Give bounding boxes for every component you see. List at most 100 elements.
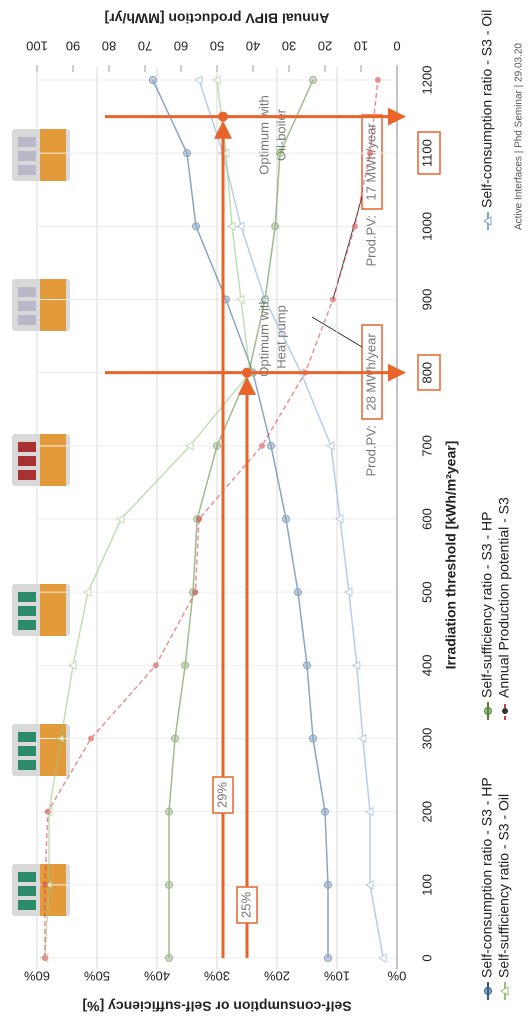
annotation: 17 MWh/year: [363, 123, 378, 201]
building-image: [18, 872, 36, 882]
series: [148, 76, 332, 962]
data-point: [165, 880, 173, 889]
data-point: [226, 221, 236, 232]
x-tick-label: 200: [419, 801, 434, 823]
y-tick-label: 10%: [324, 969, 350, 984]
optimum-label: 25%: [238, 892, 253, 918]
annotation: Prod.PV:: [363, 215, 378, 267]
tick-highlight: [417, 131, 441, 175]
building-image: [18, 151, 36, 161]
data-point: [43, 879, 53, 890]
building-image: [40, 279, 66, 331]
data-point: [351, 223, 358, 230]
x-tick-label: 100: [419, 874, 434, 896]
building-image: [18, 137, 36, 147]
annotation: Heat pump: [273, 305, 288, 369]
y-tick-label: 20%: [264, 969, 290, 984]
data-point: [259, 294, 269, 305]
data-point: [378, 953, 387, 963]
x-tick-label: 1200: [419, 66, 434, 95]
optimum-box: [212, 776, 234, 814]
building-image: [40, 864, 66, 916]
data-point: [148, 76, 157, 84]
y-axis-title: Self-consumption or Self-sufficiency [%]: [82, 998, 351, 1014]
y-tick-label: 50%: [84, 969, 110, 984]
data-point: [165, 807, 173, 816]
data-point: [171, 734, 179, 743]
data-point: [165, 954, 173, 962]
data-point: [351, 660, 361, 671]
y-tick-label: 40%: [144, 969, 170, 984]
building-image: [18, 732, 36, 742]
building-image: [18, 442, 36, 452]
y2-tick-label: 10: [354, 39, 368, 54]
x-tick-label: 500: [419, 581, 434, 603]
legend-label: Self-sufficiency ratio - S3 - HP: [479, 512, 495, 698]
building-image: [18, 746, 36, 756]
y2-tick-label: 40: [246, 39, 260, 54]
y2-tick-label: 90: [66, 39, 80, 54]
y2-tick-label: 60: [174, 39, 188, 54]
data-point: [324, 880, 332, 889]
building-image: [40, 584, 66, 636]
building-image: [18, 315, 36, 325]
building-image: [18, 301, 36, 311]
data-point: [309, 76, 317, 84]
legend-label: Self-sufficiency ratio - S3 - Oil: [496, 794, 512, 978]
data-point: [41, 955, 48, 961]
data-point: [271, 222, 280, 231]
data-point: [321, 807, 329, 816]
y2-tick-label: 50: [210, 39, 224, 54]
annotation: Optimum with: [256, 297, 271, 376]
building-image: [18, 886, 36, 896]
annotation-box: [361, 114, 383, 210]
building-image: [18, 592, 36, 602]
optimum-box: [236, 886, 258, 924]
x-tick-label: 900: [419, 289, 434, 311]
data-point: [41, 881, 48, 888]
footer: Active Interfaces | Phd Seminar | 29.03.…: [514, 43, 525, 230]
data-point: [364, 806, 374, 817]
data-point: [282, 515, 290, 523]
x-tick-label: 800: [419, 362, 434, 384]
data-point: [213, 441, 221, 450]
data-point: [183, 149, 191, 158]
series-line: [152, 79, 329, 958]
data-point: [294, 588, 302, 597]
x-tick-label: 600: [419, 508, 434, 530]
y2-tick-label: 30: [282, 39, 296, 54]
x-axis-title: Irradiation threshold [kWh/m²year]: [443, 441, 459, 670]
series: [193, 75, 387, 963]
data-point: [367, 150, 373, 157]
x-tick-label: 300: [419, 728, 434, 750]
data-point: [324, 954, 332, 962]
data-point: [196, 516, 202, 522]
data-point: [309, 734, 317, 743]
x-tick-label: 700: [419, 435, 434, 457]
y2-tick-label: 100: [26, 39, 48, 54]
data-point: [364, 879, 374, 890]
building-image: [40, 434, 66, 486]
y-tick-label: 30%: [204, 969, 230, 984]
series: [41, 77, 381, 961]
y2-tick-label: 0: [393, 39, 400, 54]
legend-label: Self-consumption ratio - S3 - Oil: [479, 10, 495, 208]
rotated-chart: Optimum with Heat pump Optimum with Oil-…: [12, 10, 525, 1014]
optimum-point: [218, 111, 228, 122]
data-point: [357, 733, 367, 744]
legend-label: Annual Production potential - S3: [496, 497, 512, 698]
data-point: [329, 296, 336, 303]
data-point: [334, 514, 344, 524]
legend-label: Self-consumption ratio - S3 - HP: [479, 777, 495, 978]
building-image: [18, 165, 36, 175]
legend-marker: [482, 216, 492, 226]
x-tick-label: 400: [419, 654, 434, 676]
annotation: Optimum with: [256, 95, 271, 174]
data-point: [235, 221, 245, 232]
data-point: [181, 661, 190, 670]
data-point: [374, 77, 381, 83]
data-point: [192, 222, 200, 231]
y2-axis-title: Annual BIPV production [MWh/yr]: [105, 10, 330, 26]
data-point: [220, 148, 230, 159]
